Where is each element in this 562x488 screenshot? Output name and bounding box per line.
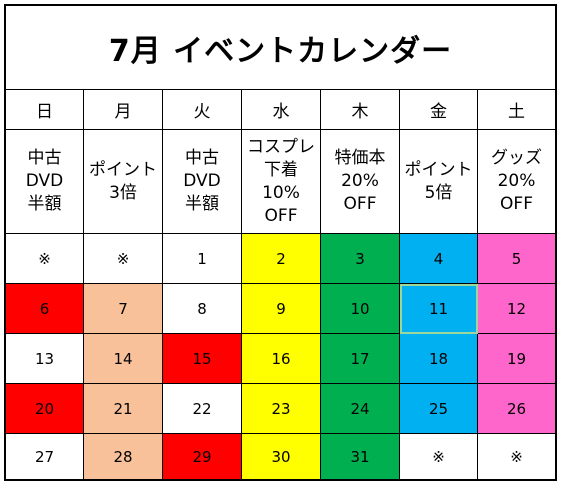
date-cell[interactable]: 9 <box>242 284 321 334</box>
event-label-sat: グッズ 20% OFF <box>478 130 555 234</box>
date-cell[interactable]: 14 <box>84 334 163 384</box>
date-cell[interactable]: ※ <box>6 234 84 284</box>
date-cell[interactable]: 7 <box>84 284 163 334</box>
date-cell[interactable]: 24 <box>321 384 400 434</box>
date-cell[interactable]: 31 <box>321 434 400 479</box>
date-cell[interactable]: 20 <box>6 384 84 434</box>
date-cell[interactable]: 4 <box>400 234 478 284</box>
event-label-sun: 中古 DVD 半額 <box>6 130 84 234</box>
date-cell[interactable]: 6 <box>6 284 84 334</box>
date-cell[interactable]: 30 <box>242 434 321 479</box>
date-cell[interactable]: 29 <box>163 434 242 479</box>
date-cell[interactable]: 11 <box>400 284 478 334</box>
weekday-header-sat: 土 <box>478 89 555 130</box>
event-label-wed: コスプレ 下着 10% OFF <box>242 130 321 234</box>
weekday-header-fri: 金 <box>400 89 478 130</box>
date-cell[interactable]: 15 <box>163 334 242 384</box>
event-calendar: 7月 イベントカレンダー 日中古 DVD 半額月ポイント 3倍火中古 DVD 半… <box>4 4 557 481</box>
date-cell[interactable]: 22 <box>163 384 242 434</box>
date-cell[interactable]: 28 <box>84 434 163 479</box>
date-cell[interactable]: 3 <box>321 234 400 284</box>
event-label-tue: 中古 DVD 半額 <box>163 130 242 234</box>
date-cell[interactable]: ※ <box>84 234 163 284</box>
event-label-thu: 特価本 20% OFF <box>321 130 400 234</box>
weekday-header-thu: 木 <box>321 89 400 130</box>
date-cell[interactable]: 19 <box>478 334 555 384</box>
date-cell[interactable]: 23 <box>242 384 321 434</box>
date-cell[interactable]: 17 <box>321 334 400 384</box>
date-cell[interactable]: 18 <box>400 334 478 384</box>
date-cell[interactable]: 27 <box>6 434 84 479</box>
event-label-fri: ポイント 5倍 <box>400 130 478 234</box>
date-cell[interactable]: 1 <box>163 234 242 284</box>
event-label-mon: ポイント 3倍 <box>84 130 163 234</box>
date-cell[interactable]: ※ <box>400 434 478 479</box>
weekday-header-mon: 月 <box>84 89 163 130</box>
calendar-title: 7月 イベントカレンダー <box>6 6 555 90</box>
date-cell[interactable]: 2 <box>242 234 321 284</box>
weekday-header-sun: 日 <box>6 89 84 130</box>
weekday-header-tue: 火 <box>163 89 242 130</box>
date-cell[interactable]: 5 <box>478 234 555 284</box>
date-cell[interactable]: 12 <box>478 284 555 334</box>
date-cell[interactable]: 21 <box>84 384 163 434</box>
date-cell[interactable]: 26 <box>478 384 555 434</box>
date-cell[interactable]: 10 <box>321 284 400 334</box>
date-cell[interactable]: 8 <box>163 284 242 334</box>
date-cell[interactable]: 16 <box>242 334 321 384</box>
date-cell[interactable]: ※ <box>478 434 555 479</box>
weekday-header-wed: 水 <box>242 89 321 130</box>
date-cell[interactable]: 25 <box>400 384 478 434</box>
date-cell[interactable]: 13 <box>6 334 84 384</box>
